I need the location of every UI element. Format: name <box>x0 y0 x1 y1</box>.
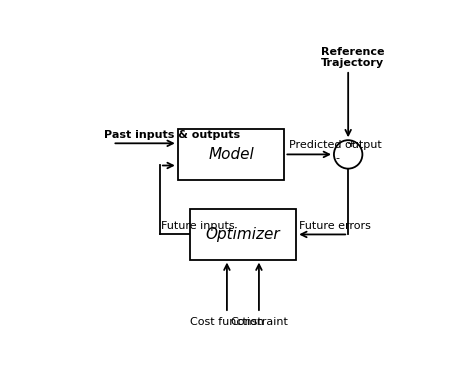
Text: Reference
Trajectory: Reference Trajectory <box>321 47 384 69</box>
Text: +: + <box>347 139 356 149</box>
Text: Optimizer: Optimizer <box>206 227 280 242</box>
Text: Predicted output: Predicted output <box>289 140 382 150</box>
Circle shape <box>334 140 363 169</box>
Text: -: - <box>336 153 339 163</box>
FancyBboxPatch shape <box>178 129 284 179</box>
Text: Future inputs: Future inputs <box>162 221 235 231</box>
Text: Constraint: Constraint <box>230 318 288 328</box>
Text: Model: Model <box>208 147 254 162</box>
Text: Future errors: Future errors <box>299 221 371 231</box>
Text: Cost function: Cost function <box>190 318 264 328</box>
FancyBboxPatch shape <box>190 209 296 259</box>
Text: Past inputs & outputs: Past inputs & outputs <box>104 130 240 140</box>
